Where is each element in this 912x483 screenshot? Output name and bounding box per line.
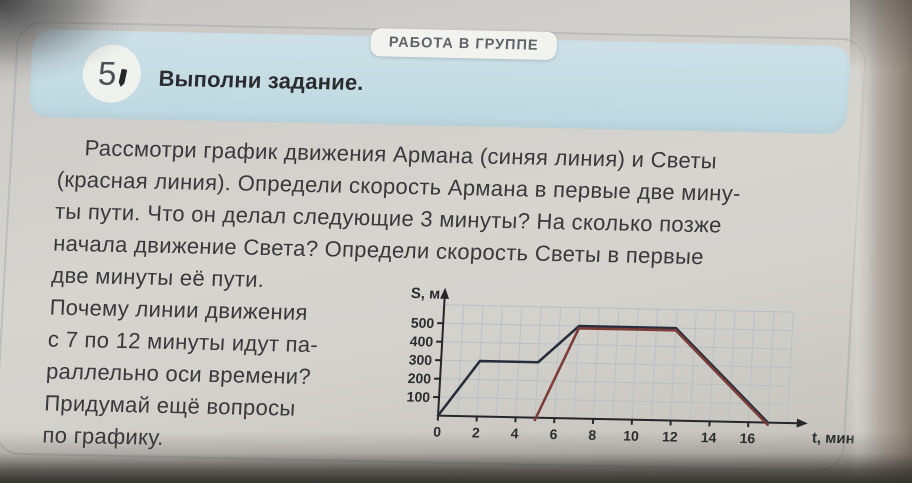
- svg-text:16: 16: [739, 430, 756, 446]
- group-work-badge: РАБОТА В ГРУППЕ: [370, 28, 558, 61]
- task-text-column: две минуты её пути. Почему линии движени…: [42, 260, 405, 459]
- svg-text:S, м: S, м: [410, 285, 440, 303]
- svg-text:t, мин: t, мин: [812, 430, 856, 448]
- motion-chart: 0 2 4 6 8 10 12 14 16 100 200 300 400 500 S, м t, мин: [406, 285, 856, 448]
- svg-text:500: 500: [410, 315, 434, 331]
- task-text-line: по графику.: [41, 422, 165, 450]
- chart-area: 0 2 4 6 8 10 12 14 16 100 200 300 400 500 S, м t, мин: [393, 275, 873, 472]
- svg-text:6: 6: [549, 426, 558, 442]
- task-card: РАБОТА В ГРУППЕ 5 Выполни задание. Рассм…: [0, 20, 868, 473]
- svg-text:10: 10: [623, 428, 640, 444]
- task-number: 5: [97, 54, 118, 92]
- task-title: Выполни задание.: [157, 65, 365, 96]
- svg-text:200: 200: [407, 370, 431, 386]
- svg-text:2: 2: [472, 424, 481, 440]
- svg-text:100: 100: [406, 389, 430, 405]
- svg-text:14: 14: [700, 429, 717, 445]
- svg-text:8: 8: [588, 427, 597, 443]
- svg-text:4: 4: [510, 425, 519, 441]
- svg-text:400: 400: [409, 333, 433, 349]
- pencil-icon: [117, 69, 127, 88]
- task-text: Рассмотри график движения Армана (синяя …: [41, 132, 855, 471]
- svg-text:0: 0: [433, 424, 442, 440]
- svg-text:300: 300: [408, 352, 432, 368]
- svg-text:12: 12: [662, 428, 679, 444]
